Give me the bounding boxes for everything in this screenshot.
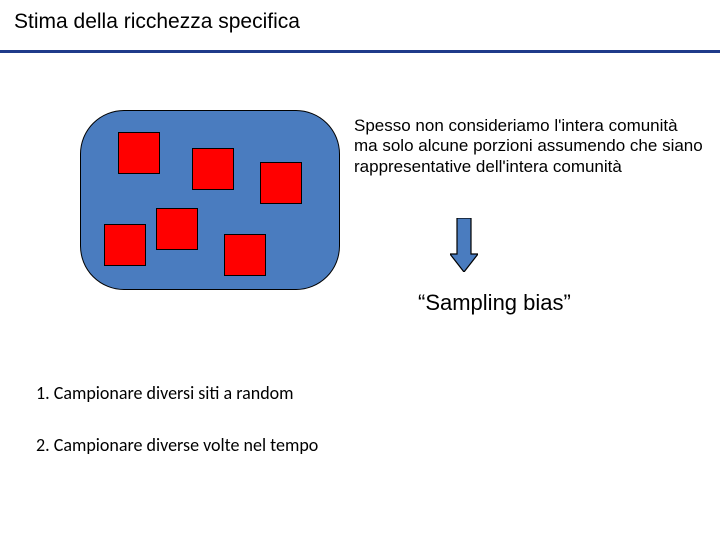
description-paragraph: Spesso non consideriamo l'intera comunit… <box>354 116 704 177</box>
slide: Stima della ricchezza specifica Spesso n… <box>0 0 720 540</box>
sample-square <box>118 132 160 174</box>
sample-square <box>104 224 146 266</box>
sampling-bias-label: “Sampling bias” <box>418 290 571 316</box>
slide-title: Stima della ricchezza specifica <box>14 10 300 34</box>
sample-square <box>224 234 266 276</box>
sample-square <box>192 148 234 190</box>
title-underline <box>0 50 720 53</box>
down-arrow-icon <box>450 218 478 272</box>
bullet-2: 2. Campionare diverse volte nel tempo <box>36 434 318 456</box>
title-block: Stima della ricchezza specifica <box>14 10 300 34</box>
bullet-1: 1. Campionare diversi siti a random <box>36 382 294 404</box>
sample-square <box>260 162 302 204</box>
sample-square <box>156 208 198 250</box>
